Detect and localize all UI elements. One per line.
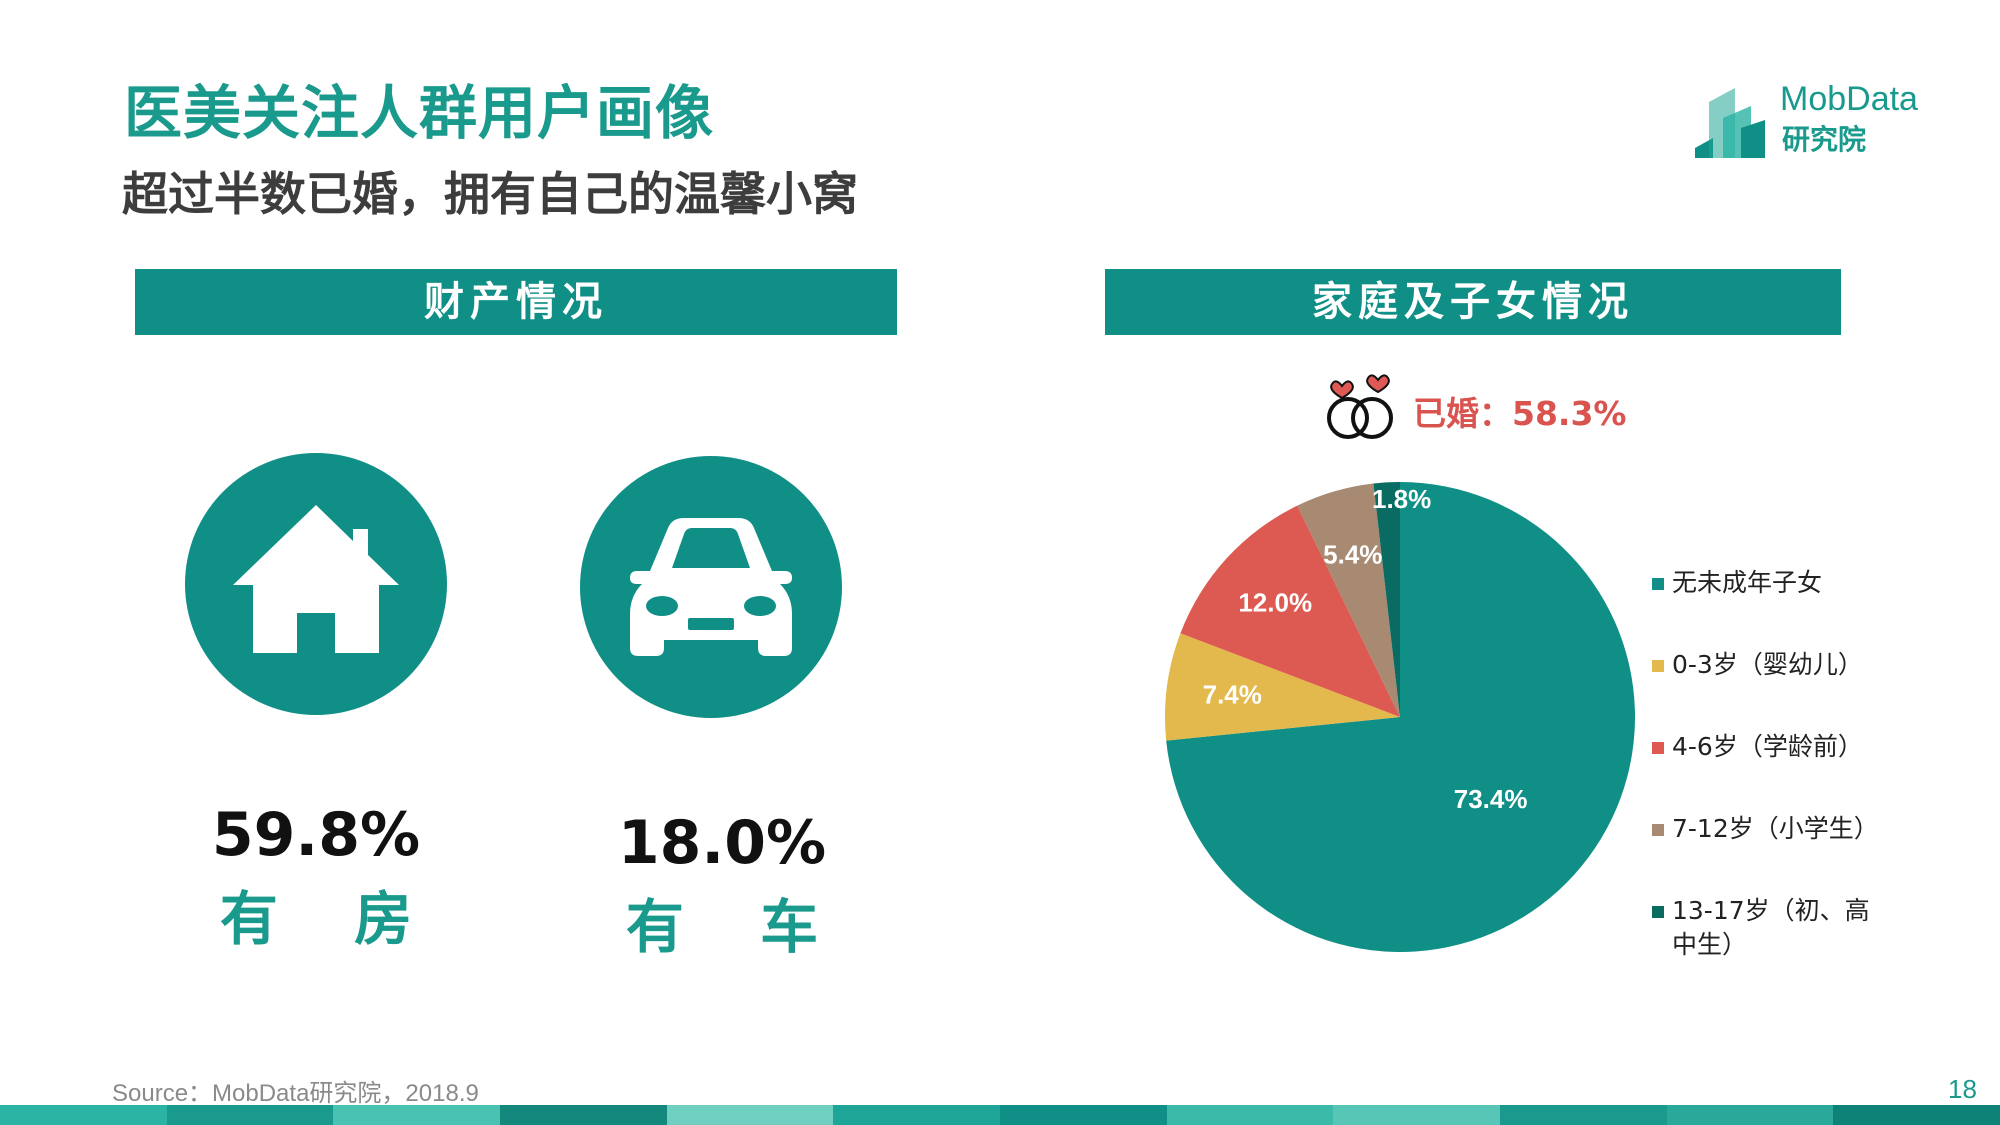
- pie-slice: [1165, 633, 1400, 741]
- footer-stripe: [1000, 1105, 1167, 1125]
- footer-stripe: [500, 1105, 667, 1125]
- property-banner: 财产情况: [135, 269, 897, 335]
- footer-stripe: [1166, 1105, 1334, 1125]
- car-icon: [630, 518, 792, 656]
- pie-slice-label: 12.0%: [1238, 588, 1312, 618]
- married-label: 已婚：58.3%: [1413, 394, 1627, 433]
- pie-slice: [1180, 505, 1400, 717]
- family-pie-chart: 73.4% 7.4% 12.0% 5.4% 1.8%: [1165, 482, 1635, 952]
- car-label: 有 车: [625, 893, 847, 961]
- legend-item: 13-17岁（初、高中生）: [1652, 894, 1882, 962]
- pie-slice-label: 5.4%: [1323, 540, 1382, 570]
- source-note: Source：MobData研究院，2018.9: [112, 1080, 479, 1107]
- pie-legend: 无未成年子女 0-3岁（婴幼儿） 4-6岁（学龄前） 7-12岁（小学生） 13…: [1652, 566, 1882, 1010]
- house-icon: [233, 505, 399, 653]
- pie-slice: [1373, 482, 1400, 717]
- footer-stripe: [1333, 1105, 1501, 1125]
- footer-stripe: [1500, 1105, 1667, 1125]
- page-subtitle: 超过半数已婚，拥有自己的温馨小窝: [122, 167, 858, 221]
- legend-item: 4-6岁（学龄前）: [1652, 730, 1882, 764]
- mobdata-logo-icon: [1695, 88, 1765, 158]
- footer-bar: [0, 1105, 2000, 1125]
- footer-stripe: [166, 1105, 334, 1125]
- logo-sub: 研究院: [1782, 123, 1867, 156]
- pie-slice: [1166, 482, 1635, 952]
- legend-label: 7-12岁（小学生）: [1672, 814, 1879, 843]
- car-circle: [580, 456, 842, 718]
- legend-swatch: [1652, 906, 1664, 918]
- car-value: 18.0%: [617, 808, 827, 878]
- footer-stripe: [1833, 1105, 2000, 1125]
- house-circle: [185, 453, 447, 715]
- footer-stripe: [0, 1105, 167, 1125]
- legend-swatch: [1652, 824, 1664, 836]
- legend-item: 无未成年子女: [1652, 566, 1882, 600]
- house-label: 有 房: [219, 885, 441, 953]
- legend-swatch: [1652, 742, 1664, 754]
- legend-swatch: [1652, 660, 1664, 672]
- logo-brand: MobData: [1780, 80, 1918, 118]
- page-title: 医美关注人群用户画像: [124, 79, 715, 147]
- footer-stripe: [333, 1105, 501, 1125]
- footer-stripe: [666, 1105, 834, 1125]
- legend-label: 0-3岁（婴幼儿）: [1672, 650, 1863, 679]
- legend-swatch: [1652, 578, 1664, 590]
- page-number: 18: [1948, 1074, 1977, 1104]
- house-value: 59.8%: [211, 800, 421, 870]
- family-banner: 家庭及子女情况: [1105, 269, 1841, 335]
- footer-stripe: [833, 1105, 1001, 1125]
- legend-item: 7-12岁（小学生）: [1652, 812, 1882, 846]
- legend-label: 13-17岁（初、高中生）: [1672, 896, 1870, 959]
- legend-label: 4-6岁（学龄前）: [1672, 732, 1863, 761]
- pie-slice-label: 1.8%: [1372, 484, 1431, 514]
- legend-label: 无未成年子女: [1672, 568, 1823, 597]
- pie-slice-label: 7.4%: [1203, 680, 1262, 710]
- wedding-rings-icon: [1327, 374, 1393, 439]
- footer-stripe: [1666, 1105, 1834, 1125]
- legend-item: 0-3岁（婴幼儿）: [1652, 648, 1882, 682]
- pie-slice: [1297, 483, 1400, 717]
- pie-slice-label: 73.4%: [1454, 784, 1528, 814]
